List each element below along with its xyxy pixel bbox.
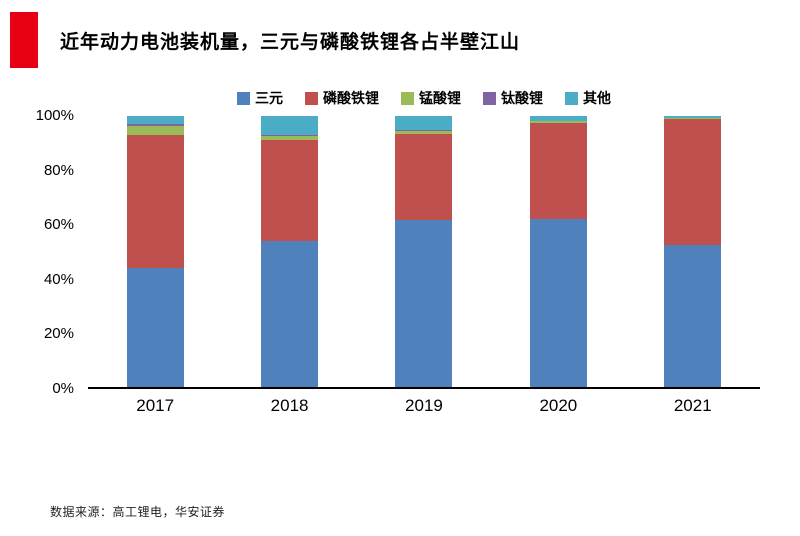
- bar-segment: [126, 124, 184, 126]
- plot-area: 0% 20% 40% 60% 80% 100%: [0, 107, 800, 397]
- bar-segment: [395, 133, 453, 221]
- accent-block: [10, 12, 38, 68]
- legend-label: 三元: [255, 90, 283, 106]
- bar-segment: [529, 218, 587, 387]
- legend-item: 钛酸锂: [483, 88, 543, 108]
- bar-segment: [529, 122, 587, 219]
- legend-swatch: [305, 91, 318, 105]
- y-axis-tick-label: 80%: [43, 161, 74, 179]
- stacked-bar-chart: 三元 磷酸铁锂 锰酸锂 钛酸锂 其他 0% 20% 40% 60% 80% 100% 2017 20…: [0, 88, 800, 416]
- bar-segment: [529, 120, 587, 122]
- bar-segment: [261, 116, 319, 135]
- legend-swatch: [483, 91, 496, 105]
- bar-segment: [261, 135, 319, 137]
- chart-legend: 三元 磷酸铁锂 锰酸锂 钛酸锂 其他: [88, 88, 760, 108]
- legend-label: 磷酸铁锂: [323, 90, 379, 106]
- bar-segment: [261, 240, 319, 387]
- legend-swatch: [565, 91, 578, 105]
- bar-segment: [664, 244, 722, 387]
- x-axis-label: 2018: [270, 396, 309, 415]
- y-axis: 0% 20% 40% 60% 80% 100%: [0, 107, 80, 397]
- x-axis-label: 2017: [136, 396, 175, 415]
- bar-segment: [395, 129, 453, 131]
- stacked-bar: [261, 116, 319, 387]
- stacked-bar: [664, 116, 722, 387]
- bar-segment: [126, 125, 184, 135]
- bar-segment: [261, 136, 319, 141]
- y-axis-tick-label: 0%: [52, 380, 74, 397]
- x-axis-label: 2021: [673, 396, 712, 415]
- legend-label: 锰酸锂: [419, 90, 461, 106]
- bar-segment: [126, 267, 184, 387]
- legend-swatch: [237, 91, 250, 105]
- y-axis-tick-label: 100%: [35, 107, 74, 124]
- page-title: 近年动力电池装机量，三元与磷酸铁锂各占半壁江山: [60, 31, 521, 53]
- bar-segment: [664, 116, 722, 118]
- source-note: 数据来源：高工锂电，华安证券: [50, 505, 226, 519]
- y-axis-tick-label: 20%: [43, 325, 74, 343]
- header: 近年动力电池装机量，三元与磷酸铁锂各占半壁江山: [0, 0, 800, 70]
- stacked-bar: [126, 116, 184, 387]
- x-axis-label: 2020: [539, 396, 578, 415]
- bar-segment: [395, 220, 453, 387]
- y-axis-tick-label: 40%: [43, 270, 74, 288]
- x-axis-labels: 2017 2018 2019 2020 2021: [0, 396, 800, 416]
- bar-segment: [395, 116, 453, 130]
- bar-segment: [529, 116, 587, 121]
- y-axis-tick-label: 60%: [43, 216, 74, 234]
- bar-segment: [664, 118, 722, 120]
- legend-label: 钛酸锂: [501, 90, 543, 106]
- bar-segment: [261, 140, 319, 241]
- legend-item: 三元: [237, 88, 283, 108]
- legend-item: 其他: [565, 88, 611, 108]
- x-axis-label: 2019: [405, 396, 443, 415]
- bar-segment: [126, 116, 184, 125]
- bars-area: [88, 116, 760, 389]
- bar-segment: [126, 134, 184, 268]
- legend-item: 锰酸锂: [401, 88, 461, 108]
- legend-item: 磷酸铁锂: [305, 88, 379, 108]
- stacked-bar: [395, 116, 453, 387]
- bar-segment: [529, 121, 587, 123]
- bar-segment: [664, 119, 722, 245]
- bar-segment: [395, 130, 453, 134]
- legend-swatch: [401, 91, 414, 105]
- legend-label: 其他: [583, 90, 611, 106]
- stacked-bar: [529, 116, 587, 387]
